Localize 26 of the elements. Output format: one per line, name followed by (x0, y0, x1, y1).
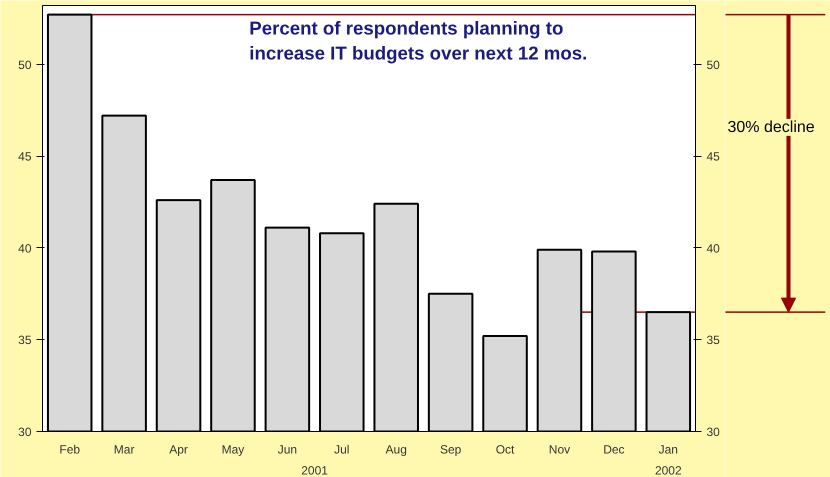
y-tick-label: 30 (18, 425, 32, 439)
x-tick-label: May (222, 442, 244, 456)
text: 30% decline (728, 118, 815, 136)
x-tick-label: Sep (440, 442, 462, 456)
y2-tick-label: 50 (706, 58, 720, 72)
x-tick-label: Oct (496, 442, 516, 456)
y-tick-label: 35 (18, 333, 32, 348)
x-tick-label: Aug (386, 442, 407, 456)
y-tick-label: 45 (18, 150, 32, 164)
text: 2002 (654, 464, 682, 477)
y-tick-label: 50 (18, 58, 32, 72)
x-tick-label: Jul (334, 442, 350, 456)
y2-tick-label: 35 (706, 333, 720, 348)
x-tick-label: Feb (59, 442, 80, 456)
x-tick-label: Nov (548, 442, 570, 456)
y-tick-label: 40 (18, 241, 32, 256)
x-tick-label: Jan (658, 442, 678, 456)
x-tick-label: Dec (603, 442, 625, 456)
text: 2001 (301, 464, 328, 477)
text: Percent of respondents planning to increase IT budgets over next 12 mos. (249, 17, 588, 64)
y2-tick-label: 45 (706, 150, 720, 164)
y2-tick-label: 30 (706, 425, 720, 439)
x-tick-label: Mar (114, 442, 134, 456)
y2-tick-label: 40 (706, 241, 720, 256)
x-tick-label: Apr (169, 442, 188, 456)
x-tick-label: Jun (278, 442, 298, 456)
